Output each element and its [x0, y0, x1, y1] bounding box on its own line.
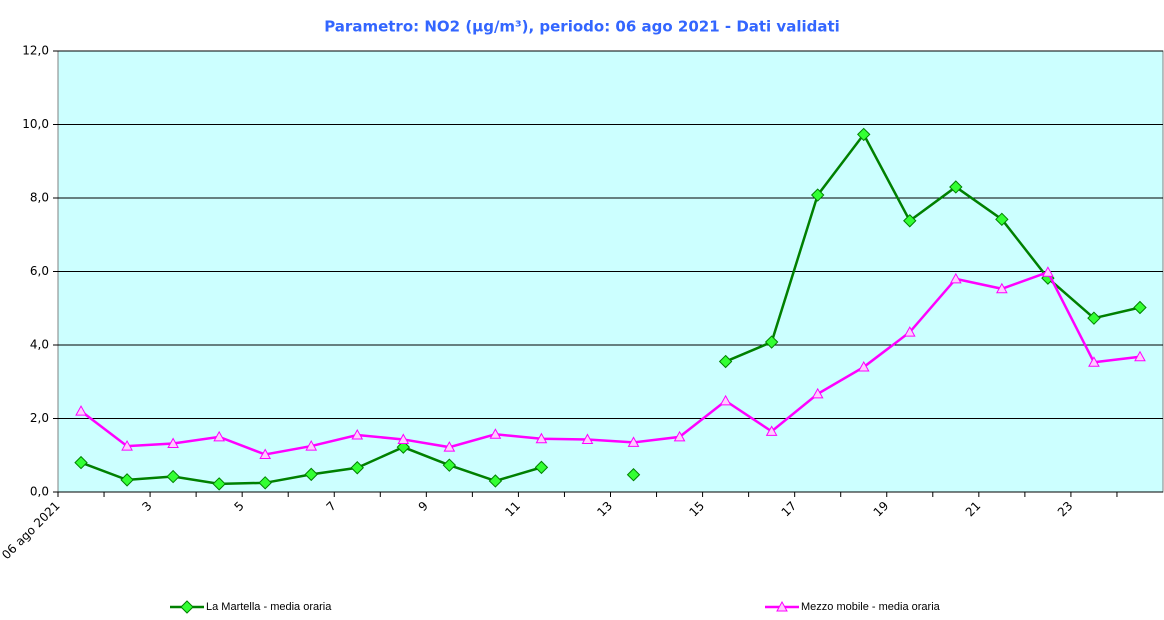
point: [764, 335, 779, 349]
point: [351, 429, 364, 440]
x-tick-label: 17: [779, 499, 800, 520]
point: [1088, 356, 1100, 367]
point: [258, 476, 272, 490]
point: [166, 469, 180, 484]
point: [1134, 350, 1146, 362]
chart-title: Parametro: NO2 (µg/m³), periodo: 06 ago …: [324, 18, 840, 36]
y-tick-label: 12,0: [22, 44, 49, 58]
point: [213, 430, 225, 442]
point: [995, 212, 1009, 227]
point: [259, 448, 272, 460]
x-tick-label: 15: [686, 499, 707, 520]
point: [305, 440, 318, 451]
point: [626, 468, 641, 482]
point: [442, 458, 457, 472]
point: [535, 432, 548, 444]
x-tick-label: 06 ago 2021: [0, 499, 63, 562]
point: [534, 460, 549, 475]
x-tick-label: 19: [871, 499, 892, 520]
point: [121, 440, 133, 451]
legend-label: La Martella - media oraria: [206, 601, 332, 613]
x-tick-label: 9: [416, 499, 431, 514]
point: [810, 188, 825, 202]
point: [857, 361, 870, 372]
x-tick-label: 21: [963, 499, 984, 520]
x-tick-label: 23: [1055, 499, 1076, 520]
point: [488, 474, 503, 488]
point: [397, 433, 410, 444]
point: [996, 282, 1008, 294]
point: [180, 600, 194, 614]
point: [581, 433, 594, 444]
point: [857, 127, 871, 142]
point: [776, 600, 788, 612]
x-tick-label: 7: [324, 499, 339, 514]
y-tick-label: 4,0: [30, 338, 49, 352]
point: [167, 437, 179, 448]
point: [304, 467, 318, 482]
series-line: [80, 270, 1141, 456]
y-tick-label: 0,0: [30, 485, 49, 499]
point: [903, 326, 916, 337]
point: [673, 430, 686, 442]
y-tick-label: 8,0: [30, 191, 49, 205]
point: [350, 461, 364, 475]
point: [1133, 300, 1147, 315]
point: [765, 425, 778, 436]
point: [627, 436, 640, 447]
point: [74, 455, 88, 470]
point: [811, 387, 824, 399]
point: [489, 428, 502, 439]
x-tick-label: 11: [502, 499, 523, 520]
x-tick-label: 5: [231, 499, 246, 514]
point: [718, 354, 733, 369]
point: [120, 473, 134, 487]
y-tick-label: 2,0: [30, 411, 49, 425]
point: [212, 477, 226, 491]
point: [949, 180, 963, 194]
x-tick-label: 13: [594, 499, 615, 520]
point: [75, 405, 87, 416]
x-tick-label: 3: [139, 499, 154, 514]
point: [396, 440, 411, 454]
legend-label: Mezzo mobile - media oraria: [801, 601, 941, 613]
point: [443, 441, 456, 452]
y-tick-label: 6,0: [30, 264, 49, 278]
point: [1087, 311, 1101, 325]
point: [1042, 266, 1054, 277]
y-tick-label: 10,0: [22, 117, 49, 131]
point: [719, 394, 732, 406]
point: [903, 214, 917, 228]
point: [949, 272, 962, 284]
